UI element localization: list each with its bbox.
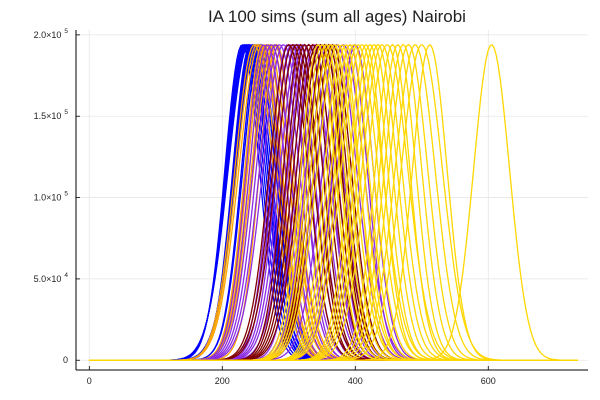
y-tick-label-1: 5.0×10 4	[34, 272, 69, 284]
ticks: 0 200 400 600 0 5.0×10 4 1.0×10 5 1.5×10 5 2.0×10 5	[34, 28, 496, 386]
x-tick-label-1: 200	[215, 376, 230, 386]
y-tick-label-0: 0	[63, 355, 68, 365]
series-group-4	[89, 43, 578, 361]
series-layer	[89, 43, 578, 361]
x-tick-label-0: 0	[87, 376, 92, 386]
series-4-line-25	[89, 44, 578, 361]
series-group-2	[89, 43, 578, 361]
x-tick-label-3: 600	[481, 376, 496, 386]
axes	[75, 30, 588, 371]
y-tick-label-2: 1.0×10 5	[34, 191, 69, 203]
x-tick-label-2: 400	[348, 376, 363, 386]
y-tick-label-3: 1.5×10 5	[34, 109, 69, 121]
series-2-line-19	[89, 44, 578, 361]
y-tick-label-4: 2.0×10 5	[34, 28, 69, 40]
chart-title: IA 100 sims (sum all ages) Nairobi	[208, 7, 466, 26]
